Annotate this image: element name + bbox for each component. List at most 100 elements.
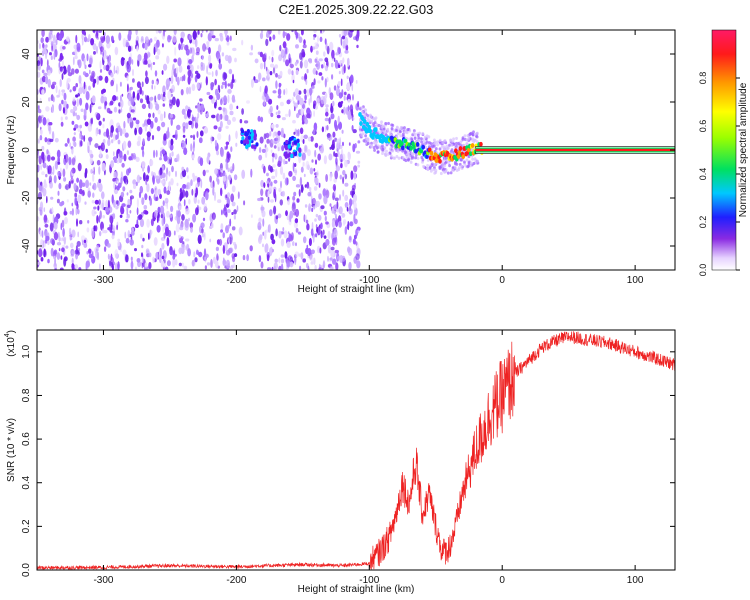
spectrogram-cell [264,150,268,159]
spectrogram-cell [299,52,303,60]
spectrogram-cell [175,223,180,233]
spectrogram-cell [77,208,80,215]
spectrogram-cell [156,215,159,223]
spectrogram-cell [155,189,158,198]
spectrogram-cell [263,99,266,106]
spectrogram-cell [166,55,170,64]
spectrogram-cell [115,70,118,74]
track-halo-cell [374,141,378,146]
spectrogram-cell [193,251,196,258]
spectrogram-cell [272,67,275,74]
spectrogram-cell [327,230,331,240]
spectrogram-cell [262,218,265,227]
spectrogram-cell [59,55,64,61]
spectrogram-cell [342,141,344,147]
spectrogram-cell [53,175,57,184]
spectrogram-cell [260,116,264,123]
spectrogram-cell [77,194,82,204]
spectrogram-cell [152,112,155,119]
spectrogram-cell [272,156,274,163]
spectrogram-cell [233,214,236,220]
spectrogram-cell [326,133,331,138]
spectrogram-cell [152,256,155,264]
spectrogram-cell [318,58,323,62]
spectrogram-cell [45,75,49,85]
spectrogram-cell [173,30,177,36]
track-halo-cell [459,143,462,147]
spectrogram-cell [93,225,96,232]
spectrogram-cell [63,237,66,245]
cluster-cell [293,140,297,145]
spectrogram-cell [321,232,324,238]
spectrogram-cell [277,88,282,96]
spectrogram-cell [278,82,281,88]
spectrogram-cell [93,206,97,210]
spectrogram-cell [173,58,177,63]
spectrogram-cell [50,156,56,161]
spectrogram-cell [59,79,62,87]
spectrogram-cell [134,248,137,252]
spectrogram-cell [83,81,86,90]
spectrogram-cell [186,167,189,173]
spectrogram-cell [210,84,214,91]
snr-scale-exp: 4 [4,333,11,337]
ytick-label: 0.0 [21,563,32,577]
spectrogram-cell [290,232,294,241]
spectrogram-cell [266,138,270,144]
spectrogram-cell [178,262,182,267]
spectrogram-cell [126,64,131,73]
spectrogram-cell [51,105,54,113]
spectrogram-cell [188,109,192,113]
spectrogram-cell [266,180,269,184]
track-halo-cell [420,155,424,160]
spectrogram-cell [291,30,294,33]
spectrogram-cell [61,73,64,80]
spectrogram-cell [227,224,230,229]
spectrogram-cell [190,73,193,78]
spectrogram-cell [37,261,41,266]
spectrogram-cell [211,114,216,119]
spectrogram-cell [88,34,91,42]
spectrogram-cell [82,182,86,187]
spectrogram-cell [107,253,110,260]
spectrogram-cell [306,113,311,119]
spectrogram-cell [81,37,84,46]
spectrogram-cell [192,213,197,223]
snr-xlabel: Height of straight line (km) [298,584,415,595]
spectrogram-cell [152,175,155,185]
spectrogram-cell [235,142,238,147]
spectrogram-cell [267,190,270,198]
spectrogram-cell [231,201,236,207]
spectrogram-cell [51,131,55,141]
spectrogram-cell [320,147,324,153]
spectrogram-cell [349,221,354,227]
spectrogram-cell [127,83,129,93]
spectrogram-cell [58,61,61,69]
spectrogram-cell [58,248,61,252]
spectrogram-cell [53,52,56,60]
track-halo-cell [386,129,390,133]
spectrogram-cell [329,257,333,261]
spectrogram-cell [230,81,234,90]
spectrogram-cell [206,65,209,75]
track-halo-cell [453,165,457,169]
spectrogram-cell [230,169,233,174]
spectrogram-cell [50,84,55,90]
spectrogram-cell [109,100,114,106]
spectrogram-cell [72,86,77,92]
spectrogram-cell [197,234,202,244]
spectrogram-cell [340,159,343,163]
track-halo-cell [471,157,475,161]
spectrogram-cell [324,125,327,133]
spectrogram-cell [302,161,305,167]
spectrogram-cell [65,245,69,249]
spectrogram-cell [47,69,51,76]
spectrogram-cell [215,246,219,252]
track-halo-cell [434,169,438,173]
spectrogram-cell [162,200,165,207]
spectrogram-cell [128,167,132,174]
spectrogram-cell [213,256,216,264]
spectrogram-cluster [240,127,259,150]
spectrogram-cell [45,36,49,43]
